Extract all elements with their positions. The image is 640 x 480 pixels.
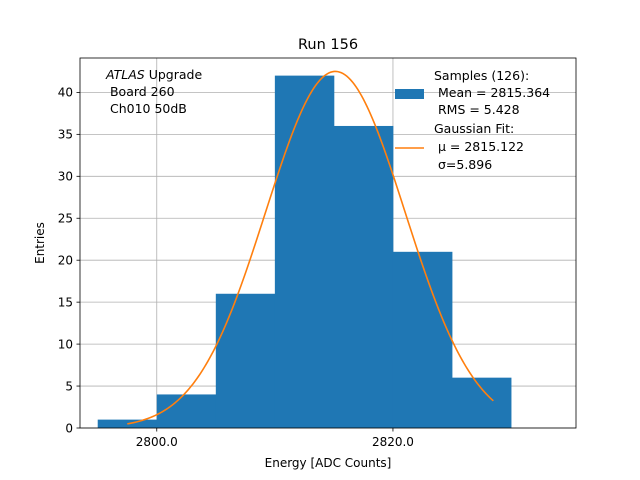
annotation-upgrade: Upgrade [145,67,203,82]
y-tick-label: 35 [58,128,73,142]
annotation-line-3: Ch010 50dB [106,101,187,116]
gaussian-fit-layer [127,70,494,425]
y-tick-label: 5 [65,379,73,393]
annotation-atlas: ATLAS [105,67,145,82]
y-tick-label: 10 [58,337,73,351]
y-tick-label: 25 [58,212,73,226]
histogram-bar [392,251,453,428]
histogram-bar [274,75,335,428]
y-tick-label: 20 [58,253,73,267]
y-tick-label: 0 [65,421,73,435]
legend-fit-line-2: μ = 2815.122 [434,139,524,154]
x-axis-ticks: 2800.0 2820.0 [136,428,414,449]
x-tick-label: 2820.0 [372,435,414,449]
legend-histogram-line-3: RMS = 5.428 [434,102,520,117]
x-axis-label: Energy [ADC Counts] [265,456,392,470]
plot-frame [79,57,577,429]
histogram-bar [156,394,217,428]
histogram-bars [97,75,512,429]
y-tick-label: 40 [58,86,73,100]
legend-fit-line-3: σ=5.896 [434,157,492,172]
plot-annotation: ATLAS Upgrade Board 260 Ch010 50dB [105,67,202,116]
histogram-bar [333,125,394,429]
legend: Samples (126): Mean = 2815.364 RMS = 5.4… [395,68,550,172]
legend-fit-line-1: Gaussian Fit: [434,121,514,136]
legend-histogram-swatch [395,89,424,99]
histogram-bar [215,293,276,428]
y-axis-ticks: 0 5 10 15 20 25 30 35 40 [58,86,80,435]
y-tick-label: 30 [58,170,73,184]
histogram-bar [452,377,512,428]
x-tick-label: 2800.0 [136,435,178,449]
annotation-line-1: ATLAS Upgrade [105,67,202,82]
legend-histogram-line-1: Samples (126): [434,68,529,83]
y-tick-label: 15 [58,295,73,309]
legend-histogram-line-2: Mean = 2815.364 [434,85,550,100]
annotation-line-2: Board 260 [106,84,175,99]
chart-title: Run 156 [298,37,358,53]
gaussian-fit-curve [127,70,494,425]
y-axis-label: Entries [33,222,47,264]
